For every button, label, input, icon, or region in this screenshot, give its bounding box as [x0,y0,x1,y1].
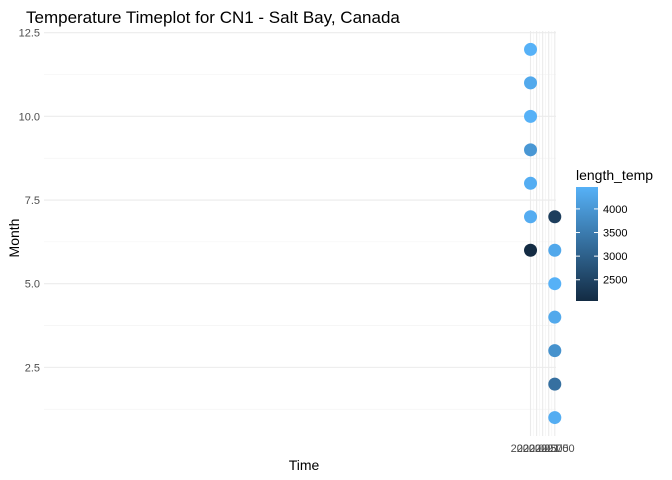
data-point [548,411,562,425]
legend-tick-label: 3000 [603,251,627,263]
x-tick-label: 2020.75 [529,443,569,455]
data-points [524,42,562,425]
data-point [524,210,538,224]
y-tick-label: 7.5 [25,195,40,207]
data-point [524,176,538,190]
data-point [524,42,538,56]
data-point [548,344,562,358]
grid-lines [44,31,556,436]
data-point [548,377,562,391]
x-tick-label: 2020.50 [523,443,563,455]
color-legend: length_temp 2500 3000 3500 4000 [576,167,653,301]
chart-title: Temperature Timeplot for CN1 - Salt Bay,… [26,8,400,27]
data-point [524,76,538,90]
legend-color-bar [576,187,598,301]
legend-tick-label: 2500 [603,275,627,287]
y-axis-ticks: 2.5 5.0 7.5 10.0 12.5 [19,28,40,375]
x-tick-label: 2020.00 [511,443,551,455]
legend-tick-label: 4000 [603,204,627,216]
x-axis-title: Time [289,457,320,473]
data-point [524,243,538,257]
data-point [548,243,562,257]
y-tick-label: 12.5 [19,28,40,40]
y-tick-label: 2.5 [25,362,40,374]
y-tick-label: 10.0 [19,111,40,123]
y-axis-title: Month [6,219,22,258]
x-tick-label: 2020.25 [517,443,557,455]
data-point [548,310,562,324]
data-point [524,143,538,157]
y-tick-label: 5.0 [25,279,40,291]
legend-tick-label: 3500 [603,228,627,240]
data-point [548,210,562,224]
data-point [548,277,562,291]
data-point [524,109,538,123]
legend-title: length_temp [576,167,653,183]
x-tick-label: 2021.00 [535,443,575,455]
